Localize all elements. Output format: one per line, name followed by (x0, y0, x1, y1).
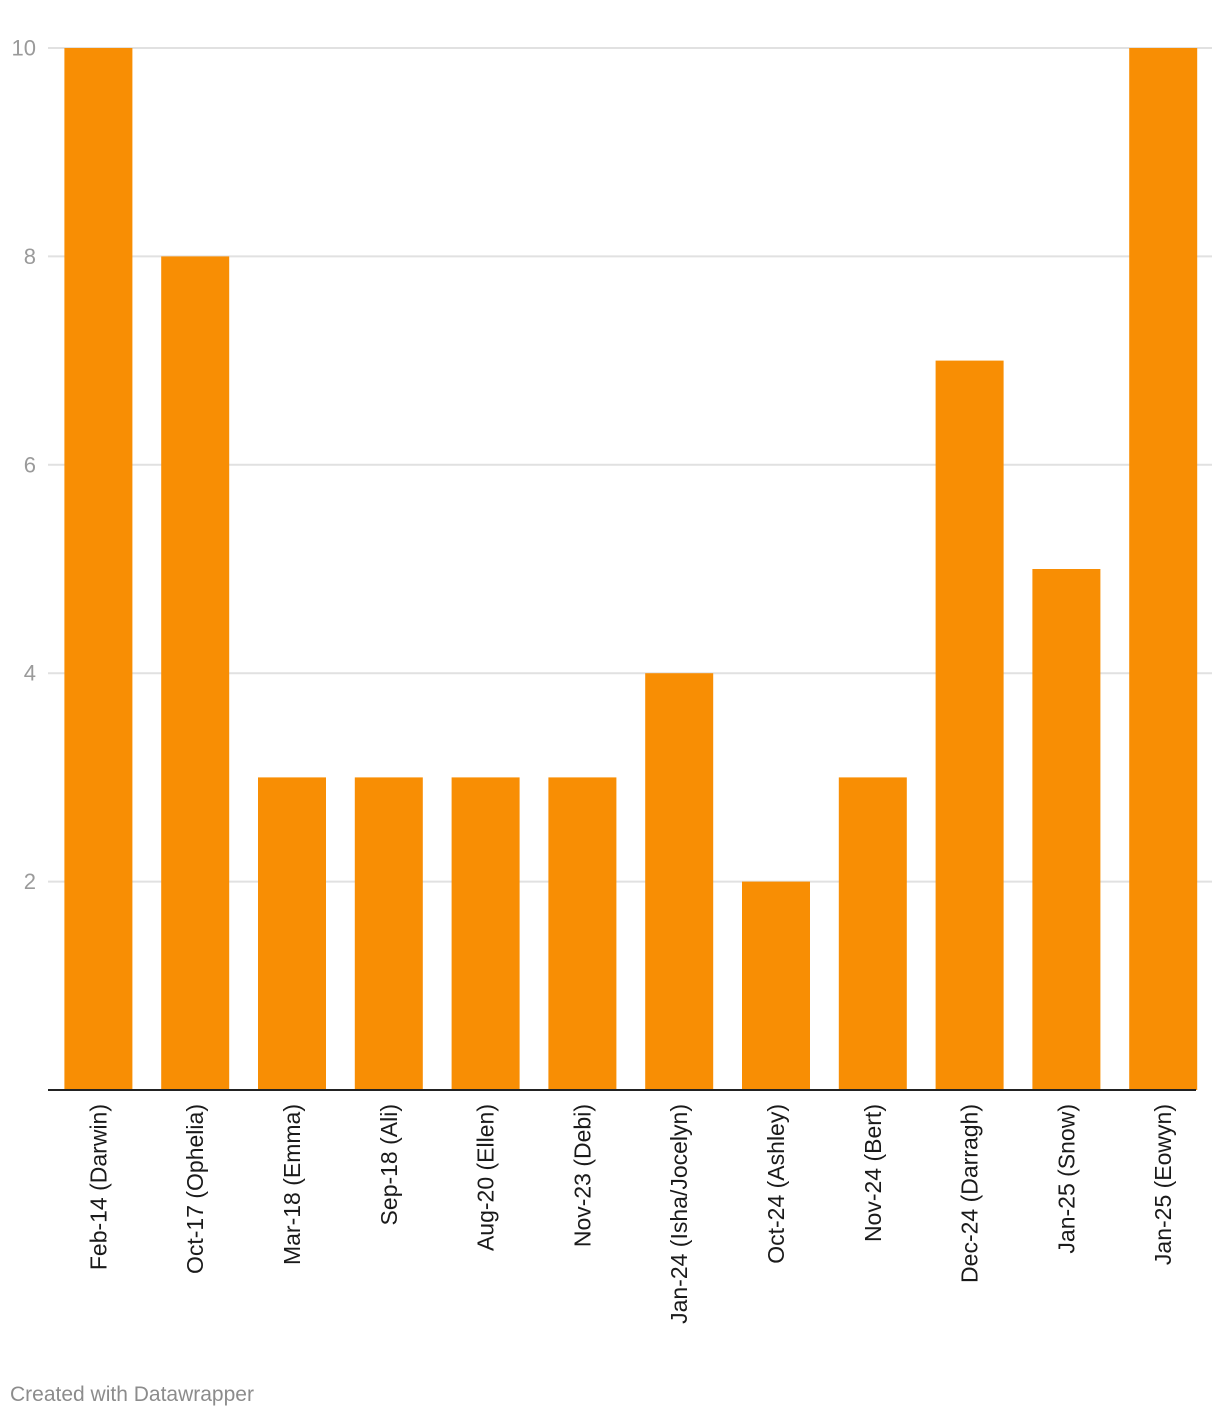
x-tick-label: Feb-14 (Darwin) (85, 1104, 111, 1270)
x-tick-label: Nov-23 (Debi) (569, 1104, 595, 1247)
bar (161, 256, 230, 1090)
y-axis-tick-labels: 2 4 6 8 10 (12, 36, 36, 895)
bar (64, 48, 133, 1090)
x-tick-label: Jan-25 (Eowyn) (1150, 1104, 1176, 1265)
bar (645, 673, 714, 1090)
x-tick-label: Sep-18 (Ali) (376, 1104, 402, 1225)
y-tick-label: 6 (24, 452, 36, 477)
x-tick-label: Mar-18 (Emma) (279, 1104, 305, 1265)
bar (451, 777, 520, 1090)
x-tick-label: Nov-24 (Bert) (860, 1104, 886, 1242)
x-tick-label: Oct-24 (Ashley) (763, 1104, 789, 1264)
x-axis-tick-labels: Feb-14 (Darwin) Oct-17 (Ophelia) Mar-18 (E… (85, 1104, 1176, 1324)
x-tick-label: Aug-20 (Ellen) (473, 1104, 499, 1251)
x-tick-label: Jan-24 (Isha/Jocelyn) (666, 1104, 692, 1324)
bar (838, 777, 907, 1090)
bar (354, 777, 423, 1090)
x-tick-label: Dec-24 (Darragh) (957, 1104, 983, 1283)
x-tick-label: Oct-17 (Ophelia) (182, 1104, 208, 1274)
bar (258, 777, 326, 1090)
footer-credit: Created with Datawrapper (10, 1383, 254, 1406)
gridlines (48, 47, 1212, 883)
y-tick-label: 10 (12, 36, 36, 61)
bar (548, 777, 617, 1090)
bar (1129, 48, 1198, 1090)
y-tick-label: 8 (24, 244, 36, 269)
bar (935, 360, 1004, 1091)
y-tick-label: 4 (24, 661, 36, 686)
x-tick-label: Jan-25 (Snow) (1053, 1104, 1079, 1254)
bar (1032, 569, 1101, 1090)
y-tick-label: 2 (24, 869, 36, 894)
bar (742, 881, 810, 1090)
bars (64, 48, 1198, 1091)
